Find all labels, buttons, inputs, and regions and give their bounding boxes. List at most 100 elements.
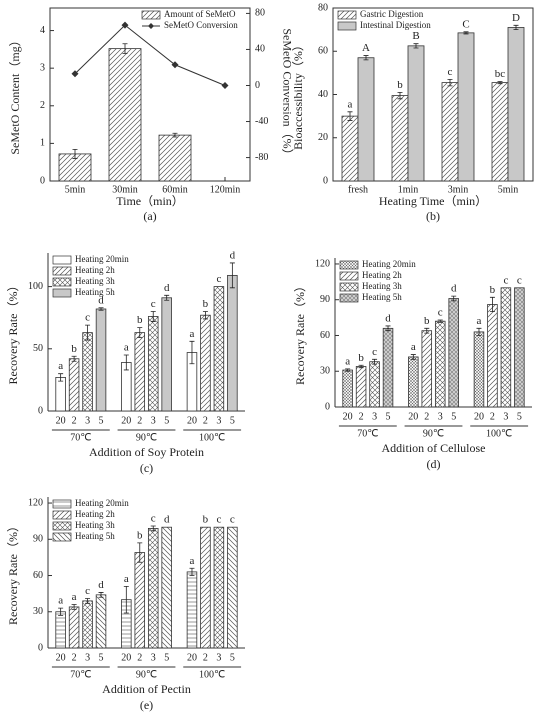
bar bbox=[421, 330, 433, 408]
significance-letter: c bbox=[517, 274, 522, 286]
bar bbox=[161, 526, 172, 649]
x-tick-label: 5min bbox=[65, 184, 86, 195]
bar bbox=[68, 358, 80, 412]
significance-letter: d bbox=[164, 514, 170, 526]
significance-letter: c bbox=[85, 585, 90, 597]
x-tick-label: 1min bbox=[398, 184, 419, 195]
line-marker bbox=[121, 21, 129, 29]
legend-swatch bbox=[52, 499, 72, 509]
group-label: 100℃ bbox=[199, 669, 225, 680]
bar bbox=[448, 298, 459, 408]
legend-swatch bbox=[52, 521, 72, 531]
y-tick-label: 100 bbox=[28, 281, 43, 292]
legend-label: Gastric Digestion bbox=[360, 9, 424, 19]
x-axis-label: Time（min） bbox=[116, 194, 184, 208]
legend-marker bbox=[148, 23, 154, 29]
bar-label: 3 bbox=[438, 411, 443, 422]
panel-label: (e) bbox=[140, 698, 153, 712]
group-label: 90℃ bbox=[136, 432, 157, 443]
legend-label: Amount of SeMetO bbox=[164, 9, 236, 19]
y2-axis-label: SeMetO Conversion（%） bbox=[280, 28, 294, 160]
x-axis-label: Addition of Soy Protein bbox=[89, 445, 204, 459]
group-label: 100℃ bbox=[486, 428, 512, 439]
significance-letter: C bbox=[462, 18, 469, 30]
group-label: 70℃ bbox=[70, 669, 91, 680]
bar-label: 20 bbox=[56, 652, 66, 663]
group-label: 90℃ bbox=[423, 428, 444, 439]
bar bbox=[108, 48, 142, 182]
line-marker bbox=[71, 70, 79, 78]
significance-letter: b bbox=[490, 284, 496, 296]
legend-swatch bbox=[339, 271, 359, 281]
significance-letter: c bbox=[216, 273, 221, 285]
legend-label: Heating 2h bbox=[75, 265, 115, 275]
bar bbox=[369, 361, 380, 408]
significance-letter: A bbox=[362, 42, 370, 54]
bar bbox=[500, 287, 512, 408]
significance-letter: bc bbox=[495, 68, 506, 80]
bar-label: 5 bbox=[164, 415, 169, 426]
bar bbox=[491, 82, 509, 182]
bar bbox=[507, 27, 525, 182]
error-bar bbox=[451, 295, 457, 302]
bar bbox=[161, 297, 172, 412]
bar-label: 2 bbox=[137, 415, 142, 426]
error-bar bbox=[489, 296, 495, 313]
error-bar bbox=[58, 607, 64, 616]
error-bar bbox=[98, 592, 104, 598]
group-label: 100℃ bbox=[199, 432, 225, 443]
error-bar bbox=[363, 55, 369, 61]
bar bbox=[55, 611, 66, 649]
legend-swatch bbox=[52, 277, 72, 287]
line bbox=[74, 24, 226, 86]
bar bbox=[514, 287, 525, 408]
bar-label: 5 bbox=[230, 415, 235, 426]
significance-letter: a bbox=[72, 591, 77, 603]
significance-letter: a bbox=[477, 315, 482, 327]
legend-swatch bbox=[339, 293, 359, 303]
group-label: 70℃ bbox=[357, 428, 378, 439]
significance-letter: a bbox=[411, 341, 416, 353]
bar-label: 5 bbox=[230, 652, 235, 663]
error-bar bbox=[72, 149, 78, 159]
legend-label: Heating 5h bbox=[75, 531, 115, 541]
bar bbox=[408, 356, 419, 408]
y-tick-label: 0 bbox=[323, 175, 328, 186]
error-bar bbox=[447, 78, 453, 87]
bar-label: 2 bbox=[203, 652, 208, 663]
bar bbox=[342, 369, 353, 408]
significance-letter: c bbox=[85, 312, 90, 324]
bar-label: 5 bbox=[386, 411, 391, 422]
bar-label: 3 bbox=[216, 415, 221, 426]
error-bar bbox=[229, 262, 235, 289]
y-axis-label: Recovery Rate（%） bbox=[293, 280, 307, 385]
error-bar bbox=[189, 340, 195, 365]
y-tick-label: 0 bbox=[325, 401, 330, 412]
y-tick-label: 90 bbox=[320, 294, 330, 305]
bar bbox=[134, 552, 146, 649]
error-bar bbox=[122, 43, 128, 54]
bar bbox=[55, 377, 66, 412]
bar bbox=[82, 600, 93, 649]
y-tick-label: 60 bbox=[320, 330, 330, 341]
error-bar bbox=[172, 132, 178, 138]
bar-label: 3 bbox=[85, 652, 90, 663]
significance-letter: a bbox=[190, 555, 195, 567]
y-axis-label: Recovery Rate（%） bbox=[6, 520, 20, 625]
bar bbox=[147, 316, 159, 412]
x-tick-label: 3min bbox=[448, 184, 469, 195]
error-bar bbox=[513, 24, 519, 31]
bar-label: 2 bbox=[424, 411, 429, 422]
x-tick-label: 30min bbox=[112, 184, 138, 195]
y-tick-label: 80 bbox=[318, 2, 328, 13]
significance-letter: d bbox=[98, 579, 104, 591]
legend-label: SeMetO Conversion bbox=[164, 20, 238, 30]
legend-label: Heating 3h bbox=[75, 276, 115, 286]
significance-letter: b bbox=[424, 315, 430, 327]
bar bbox=[200, 526, 211, 649]
error-bar bbox=[497, 81, 503, 85]
x-tick-label: 120min bbox=[210, 184, 241, 195]
error-bar bbox=[202, 311, 208, 320]
bar-label: 3 bbox=[372, 411, 377, 422]
